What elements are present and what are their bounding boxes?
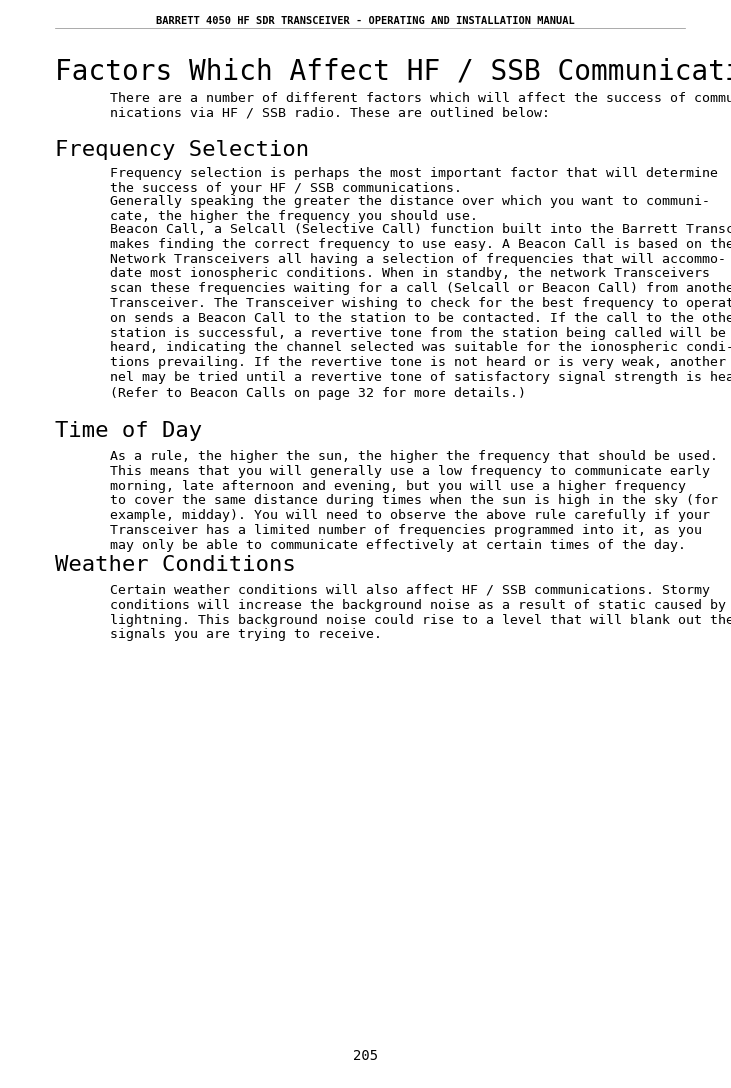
Text: Weather Conditions: Weather Conditions xyxy=(55,555,296,574)
Text: the success of your HF / SSB communications.: the success of your HF / SSB communicati… xyxy=(110,182,462,195)
Text: BARRETT 4050 HF SDR TRANSCEIVER - OPERATING AND INSTALLATION MANUAL: BARRETT 4050 HF SDR TRANSCEIVER - OPERAT… xyxy=(156,16,575,26)
Text: on sends a Beacon Call to the station to be contacted. If the call to the other: on sends a Beacon Call to the station to… xyxy=(110,312,731,325)
Text: station is successful, a revertive tone from the station being called will be: station is successful, a revertive tone … xyxy=(110,326,726,339)
Text: lightning. This background noise could rise to a level that will blank out the: lightning. This background noise could r… xyxy=(110,614,731,627)
Text: This means that you will generally use a low frequency to communicate early: This means that you will generally use a… xyxy=(110,465,710,478)
Text: Network Transceivers all having a selection of frequencies that will accommo-: Network Transceivers all having a select… xyxy=(110,252,726,265)
Text: Factors Which Affect HF / SSB Communications: Factors Which Affect HF / SSB Communicat… xyxy=(55,58,731,86)
Text: may only be able to communicate effectively at certain times of the day.: may only be able to communicate effectiv… xyxy=(110,539,686,552)
Text: Frequency Selection: Frequency Selection xyxy=(55,140,309,160)
Text: There are a number of different factors which will affect the success of commu-: There are a number of different factors … xyxy=(110,91,731,104)
Text: nications via HF / SSB radio. These are outlined below:: nications via HF / SSB radio. These are … xyxy=(110,107,550,120)
Text: Generally speaking the greater the distance over which you want to communi-: Generally speaking the greater the dista… xyxy=(110,195,710,208)
Text: Transceiver. The Transceiver wishing to check for the best frequency to operate: Transceiver. The Transceiver wishing to … xyxy=(110,297,731,310)
Text: heard, indicating the channel selected was suitable for the ionospheric condi-: heard, indicating the channel selected w… xyxy=(110,342,731,355)
Text: scan these frequencies waiting for a call (Selcall or Beacon Call) from another: scan these frequencies waiting for a cal… xyxy=(110,282,731,295)
Text: (Refer to Beacon Calls on page 32 for more details.): (Refer to Beacon Calls on page 32 for mo… xyxy=(110,387,526,400)
Text: Frequency selection is perhaps the most important factor that will determine: Frequency selection is perhaps the most … xyxy=(110,166,718,180)
Text: Transceiver has a limited number of frequencies programmed into it, as you: Transceiver has a limited number of freq… xyxy=(110,524,702,537)
Text: makes finding the correct frequency to use easy. A Beacon Call is based on the: makes finding the correct frequency to u… xyxy=(110,238,731,251)
Text: nel may be tried until a revertive tone of satisfactory signal strength is heard: nel may be tried until a revertive tone … xyxy=(110,371,731,384)
Text: Beacon Call, a Selcall (Selective Call) function built into the Barrett Transcei: Beacon Call, a Selcall (Selective Call) … xyxy=(110,223,731,236)
Text: to cover the same distance during times when the sun is high in the sky (for: to cover the same distance during times … xyxy=(110,494,718,507)
Text: Certain weather conditions will also affect HF / SSB communications. Stormy: Certain weather conditions will also aff… xyxy=(110,584,710,597)
Text: signals you are trying to receive.: signals you are trying to receive. xyxy=(110,629,382,642)
Text: 205: 205 xyxy=(353,1049,378,1063)
Text: Time of Day: Time of Day xyxy=(55,421,202,441)
Text: cate, the higher the frequency you should use.: cate, the higher the frequency you shoul… xyxy=(110,210,478,223)
Text: As a rule, the higher the sun, the higher the frequency that should be used.: As a rule, the higher the sun, the highe… xyxy=(110,450,718,463)
Text: example, midday). You will need to observe the above rule carefully if your: example, midday). You will need to obser… xyxy=(110,509,710,522)
Text: morning, late afternoon and evening, but you will use a higher frequency: morning, late afternoon and evening, but… xyxy=(110,480,686,493)
Text: date most ionospheric conditions. When in standby, the network Transceivers: date most ionospheric conditions. When i… xyxy=(110,268,710,281)
Text: conditions will increase the background noise as a result of static caused by: conditions will increase the background … xyxy=(110,598,726,611)
Text: tions prevailing. If the revertive tone is not heard or is very weak, another ch: tions prevailing. If the revertive tone … xyxy=(110,356,731,369)
